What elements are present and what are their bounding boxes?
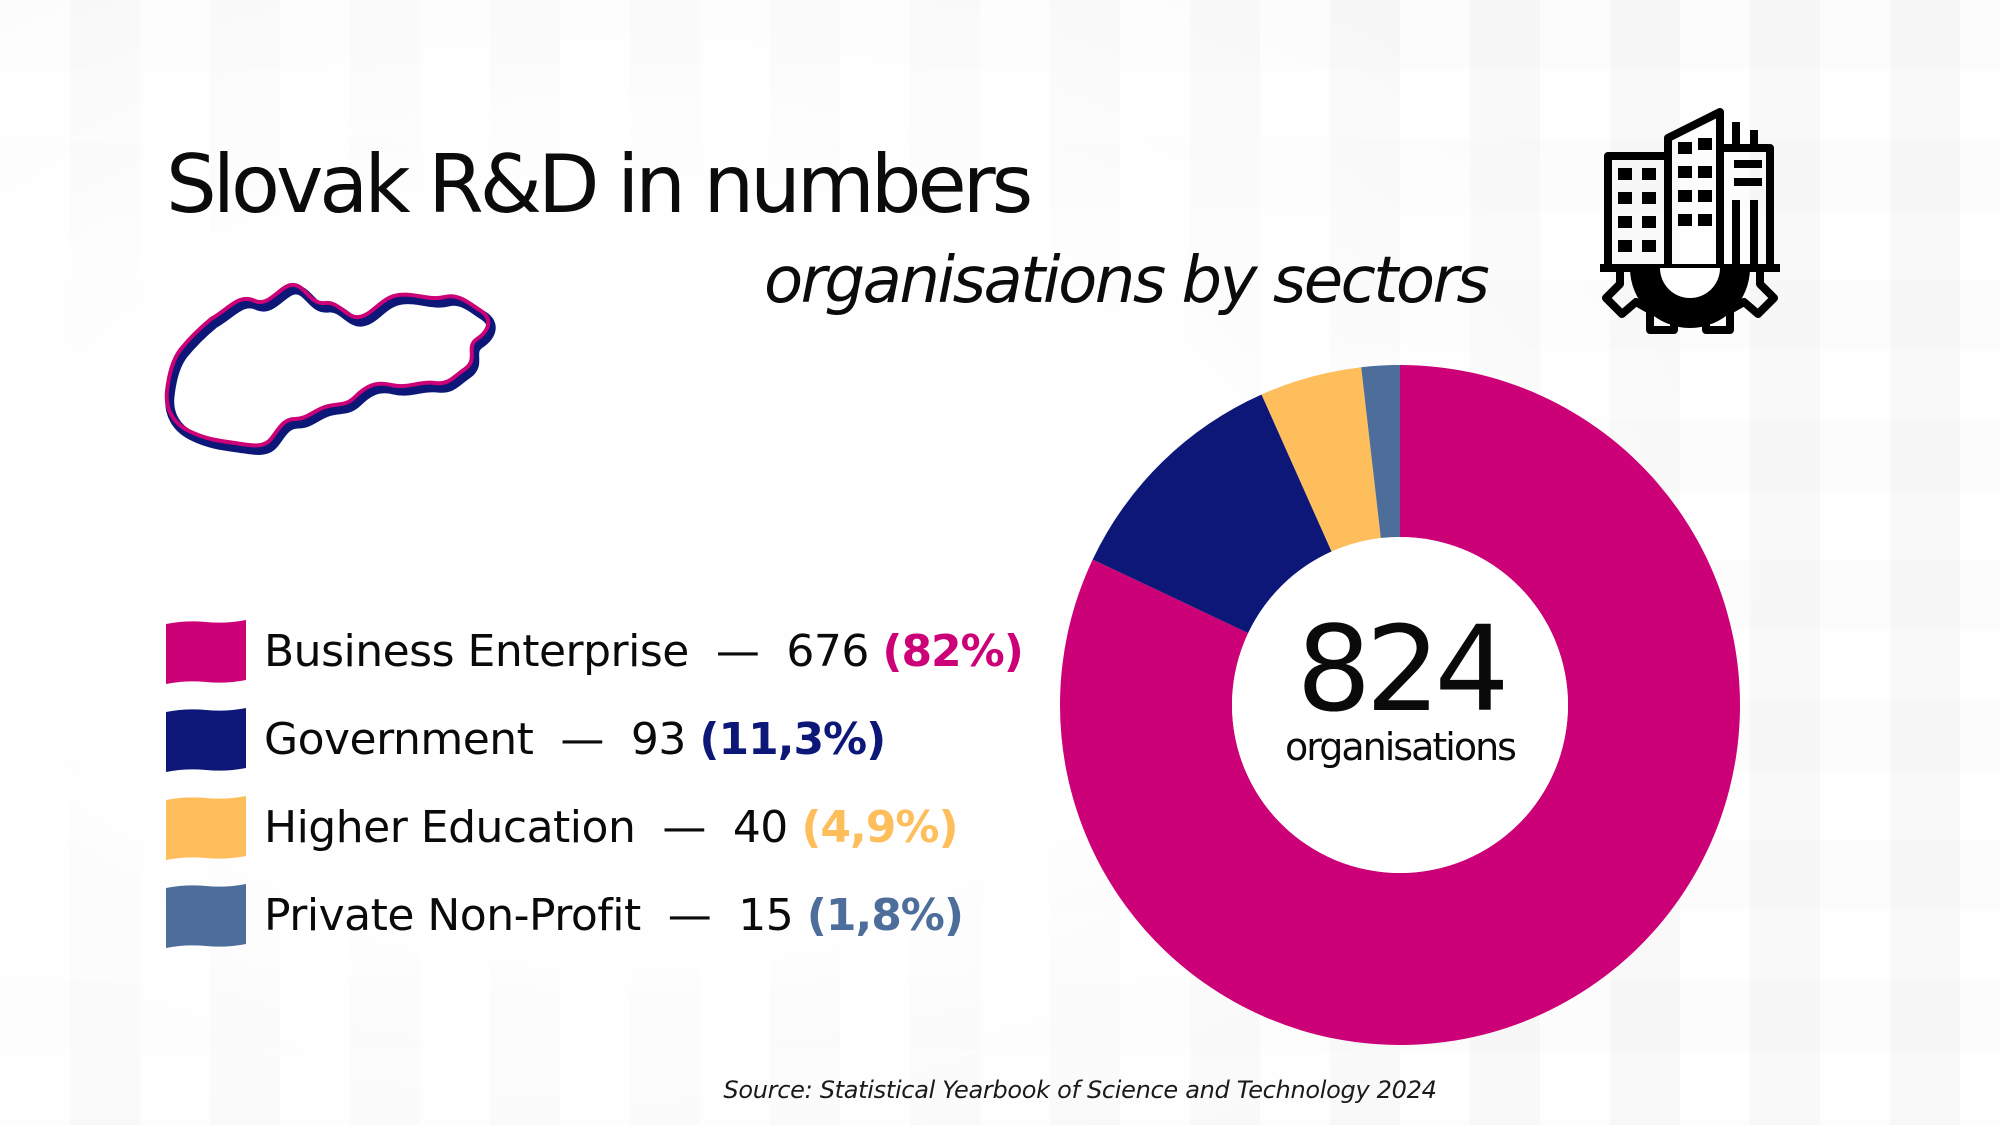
building-gear-icon <box>1600 108 1780 334</box>
legend-dash: — <box>654 890 725 941</box>
donut-slice-business-enterprise <box>1060 365 1740 1045</box>
legend-label-business-enterprise: Business Enterprise <box>264 626 689 677</box>
legend-label-higher-education: Higher Education <box>264 802 636 853</box>
legend-item-government: Government — 93 (11,3%) <box>166 708 1066 796</box>
donut-slice-private-non-profit <box>1361 365 1400 539</box>
page-title: Slovak R&D in numbers <box>166 138 1033 231</box>
legend-item-private-non-profit: Private Non-Profit — 15 (1,8%) <box>166 884 1066 972</box>
legend-swatch-business-enterprise <box>166 620 246 684</box>
donut-center-label: organisations <box>1285 725 1515 769</box>
page-subtitle: organisations by sectors <box>764 244 1490 318</box>
legend-dash: — <box>648 802 720 853</box>
legend-value-business-enterprise: 676 <box>786 626 869 677</box>
donut-slice-higher-education <box>1261 367 1381 552</box>
donut-chart: 824 organisations <box>1060 365 1740 1045</box>
legend-pct-business-enterprise: (82%) <box>882 626 1024 677</box>
legend-label-private-non-profit: Private Non-Profit <box>264 890 641 941</box>
chart-legend: Business Enterprise — 676 (82%) Governme… <box>166 620 1066 972</box>
legend-pct-private-non-profit: (1,8%) <box>806 890 964 941</box>
legend-swatch-government <box>166 708 246 772</box>
legend-label-government: Government <box>264 714 534 765</box>
donut-slice-government <box>1092 394 1332 634</box>
legend-value-higher-education: 40 <box>732 802 789 853</box>
legend-pct-government: (11,3%) <box>699 714 886 765</box>
legend-value-private-non-profit: 15 <box>738 890 794 941</box>
source-note: Source: Statistical Yearbook of Science … <box>723 1076 1437 1104</box>
slovakia-map-outline-icon <box>164 282 496 455</box>
legend-item-business-enterprise: Business Enterprise — 676 (82%) <box>166 620 1066 708</box>
legend-dash: — <box>546 714 618 765</box>
legend-swatch-higher-education <box>166 796 246 860</box>
donut-hole <box>1232 537 1568 873</box>
legend-item-higher-education: Higher Education — 40 (4,9%) <box>166 796 1066 884</box>
legend-pct-higher-education: (4,9%) <box>801 802 958 853</box>
donut-center-value: 824 <box>1296 600 1503 738</box>
legend-dash: — <box>702 626 773 677</box>
legend-value-government: 93 <box>630 714 687 765</box>
legend-swatch-private-non-profit <box>166 884 246 948</box>
